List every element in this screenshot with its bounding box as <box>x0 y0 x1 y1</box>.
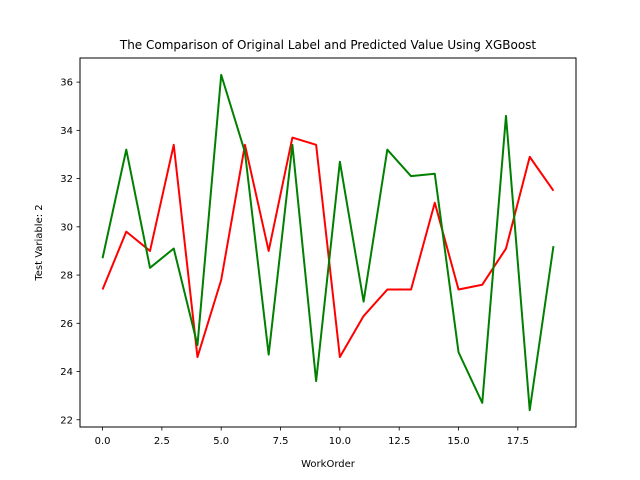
y-axis-ticks: 22 24 26 28 30 32 34 36 <box>60 78 80 426</box>
x-axis-ticks: 0.0 2.5 5.0 7.5 10.0 12.5 15.0 17.5 <box>95 427 529 447</box>
plot-lines <box>101 73 555 412</box>
x-tick-label: 2.5 <box>154 436 170 447</box>
chart-title: The Comparison of Original Label and Pre… <box>119 38 537 52</box>
y-axis-label: Test Variable: 2 <box>34 204 45 281</box>
y-tick-label: 36 <box>60 78 73 89</box>
x-tick-label: 12.5 <box>388 436 410 447</box>
x-tick-label: 5.0 <box>213 436 229 447</box>
y-tick-label: 24 <box>60 367 73 378</box>
x-tick-label: 17.5 <box>507 436 529 447</box>
y-tick-label: 30 <box>60 222 73 233</box>
plot-frame <box>79 57 577 428</box>
x-tick-label: 10.0 <box>329 436 351 447</box>
y-tick-label: 34 <box>60 126 73 137</box>
series-line-2 <box>101 73 555 412</box>
x-tick-label: 15.0 <box>447 436 469 447</box>
x-tick-label: 7.5 <box>273 436 289 447</box>
x-tick-label: 0.0 <box>95 436 111 447</box>
y-tick-label: 28 <box>60 271 73 282</box>
y-tick-label: 26 <box>60 319 73 330</box>
y-tick-label: 32 <box>60 174 73 185</box>
x-axis-label: WorkOrder <box>301 459 356 470</box>
series-line-1 <box>101 136 555 359</box>
y-tick-label: 22 <box>60 415 73 426</box>
